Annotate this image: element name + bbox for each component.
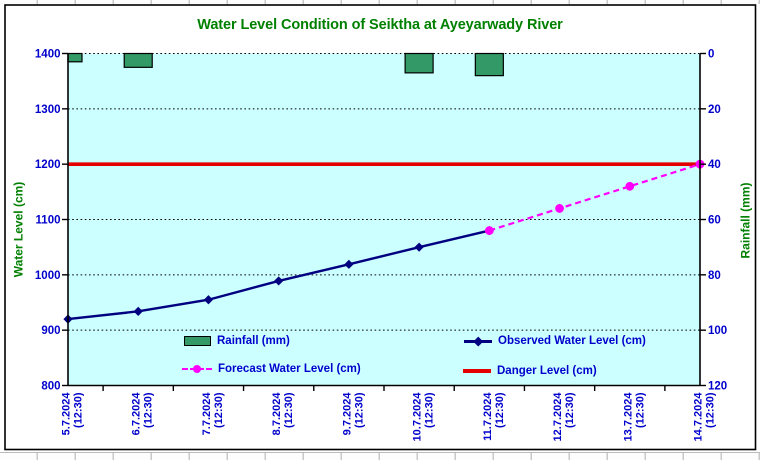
right-tick-label-20: 20 xyxy=(708,104,721,116)
legend-label-observed: Observed Water Level (cm) xyxy=(498,335,646,347)
legend-label-rainfall: Rainfall (mm) xyxy=(217,335,290,347)
x-label-time-4: (12:30) xyxy=(353,392,365,428)
observed-point-5 xyxy=(414,242,424,252)
left-tick-label-1100: 1100 xyxy=(36,215,61,227)
x-label-date-7: 12.7.2024 xyxy=(552,392,564,442)
x-label-date-2: 7.7.2024 xyxy=(201,392,213,436)
left-tick-label-800: 800 xyxy=(41,381,60,393)
x-label-date-4: 9.7.2024 xyxy=(341,392,353,436)
observed-point-1 xyxy=(133,306,143,316)
x-label-time-0: (12:30) xyxy=(73,392,85,428)
legend-item-observed: Observed Water Level (cm) xyxy=(464,335,646,347)
forecast-line xyxy=(489,163,701,232)
rainfall-bar-11.7.2024 xyxy=(474,52,504,77)
right-tick-label-120: 120 xyxy=(708,381,727,393)
observed-point-4 xyxy=(344,259,354,269)
legend-label-danger: Danger Level (cm) xyxy=(497,365,597,377)
right-tick-label-80: 80 xyxy=(708,270,721,282)
left-tick-label-900: 900 xyxy=(41,325,60,337)
observed-swatch-icon xyxy=(464,336,492,346)
rainfall-bar-6.7.2024 xyxy=(123,52,153,68)
forecast-swatch-icon xyxy=(182,365,212,374)
left-tick-label-1200: 1200 xyxy=(35,159,61,171)
right-tick-label-60: 60 xyxy=(708,215,721,227)
x-label-time-6: (12:30) xyxy=(494,392,506,428)
x-label-time-2: (12:30) xyxy=(213,392,225,428)
x-label-date-1: 6.7.2024 xyxy=(131,392,143,436)
x-label-time-1: (12:30) xyxy=(143,392,155,428)
rainfall-bar-10.7.2024 xyxy=(404,52,434,74)
forecast-point-2 xyxy=(625,181,635,191)
left-tick-label-1300: 1300 xyxy=(35,104,61,116)
x-label-date-9: 14.7.2024 xyxy=(693,392,705,442)
legend-item-forecast: Forecast Water Level (cm) xyxy=(182,363,361,375)
right-tick-label-0: 0 xyxy=(708,49,714,61)
danger-swatch-icon xyxy=(463,369,491,373)
rainfall-swatch-icon xyxy=(184,336,211,346)
x-label-date-8: 13.7.2024 xyxy=(622,392,634,442)
x-label-time-3: (12:30) xyxy=(283,392,295,428)
left-tick-label-1000: 1000 xyxy=(35,270,61,282)
x-label-date-3: 8.7.2024 xyxy=(271,392,283,436)
x-label-time-7: (12:30) xyxy=(564,392,576,428)
x-label-date-0: 5.7.2024 xyxy=(61,392,73,436)
observed-point-2 xyxy=(203,295,214,305)
legend-item-danger: Danger Level (cm) xyxy=(463,365,597,377)
x-label-time-8: (12:30) xyxy=(634,392,646,428)
forecast-point-0 xyxy=(484,226,494,235)
chart-title: Water Level Condition of Seiktha at Ayey… xyxy=(197,17,563,33)
left-tick-label-1400: 1400 xyxy=(35,49,61,61)
x-label-date-6: 11.7.2024 xyxy=(482,392,494,441)
right-axis-title: Rainfall (mm) xyxy=(738,182,753,259)
x-label-time-9: (12:30) xyxy=(705,392,717,428)
x-label-time-5: (12:30) xyxy=(424,392,436,428)
observed-point-3 xyxy=(274,276,284,286)
forecast-point-1 xyxy=(555,204,564,213)
legend-item-rainfall: Rainfall (mm) xyxy=(184,335,290,347)
spreadsheet-edge-top xyxy=(0,0,760,4)
legend-label-forecast: Forecast Water Level (cm) xyxy=(218,363,361,375)
left-axis-title: Water Level (cm) xyxy=(11,181,26,278)
right-tick-label-40: 40 xyxy=(708,159,721,171)
x-label-date-5: 10.7.2024 xyxy=(412,392,424,442)
spreadsheet-edge-bottom xyxy=(0,452,760,460)
rainfall-bar-5.7.2024 xyxy=(67,52,83,63)
right-tick-label-100: 100 xyxy=(708,325,727,337)
